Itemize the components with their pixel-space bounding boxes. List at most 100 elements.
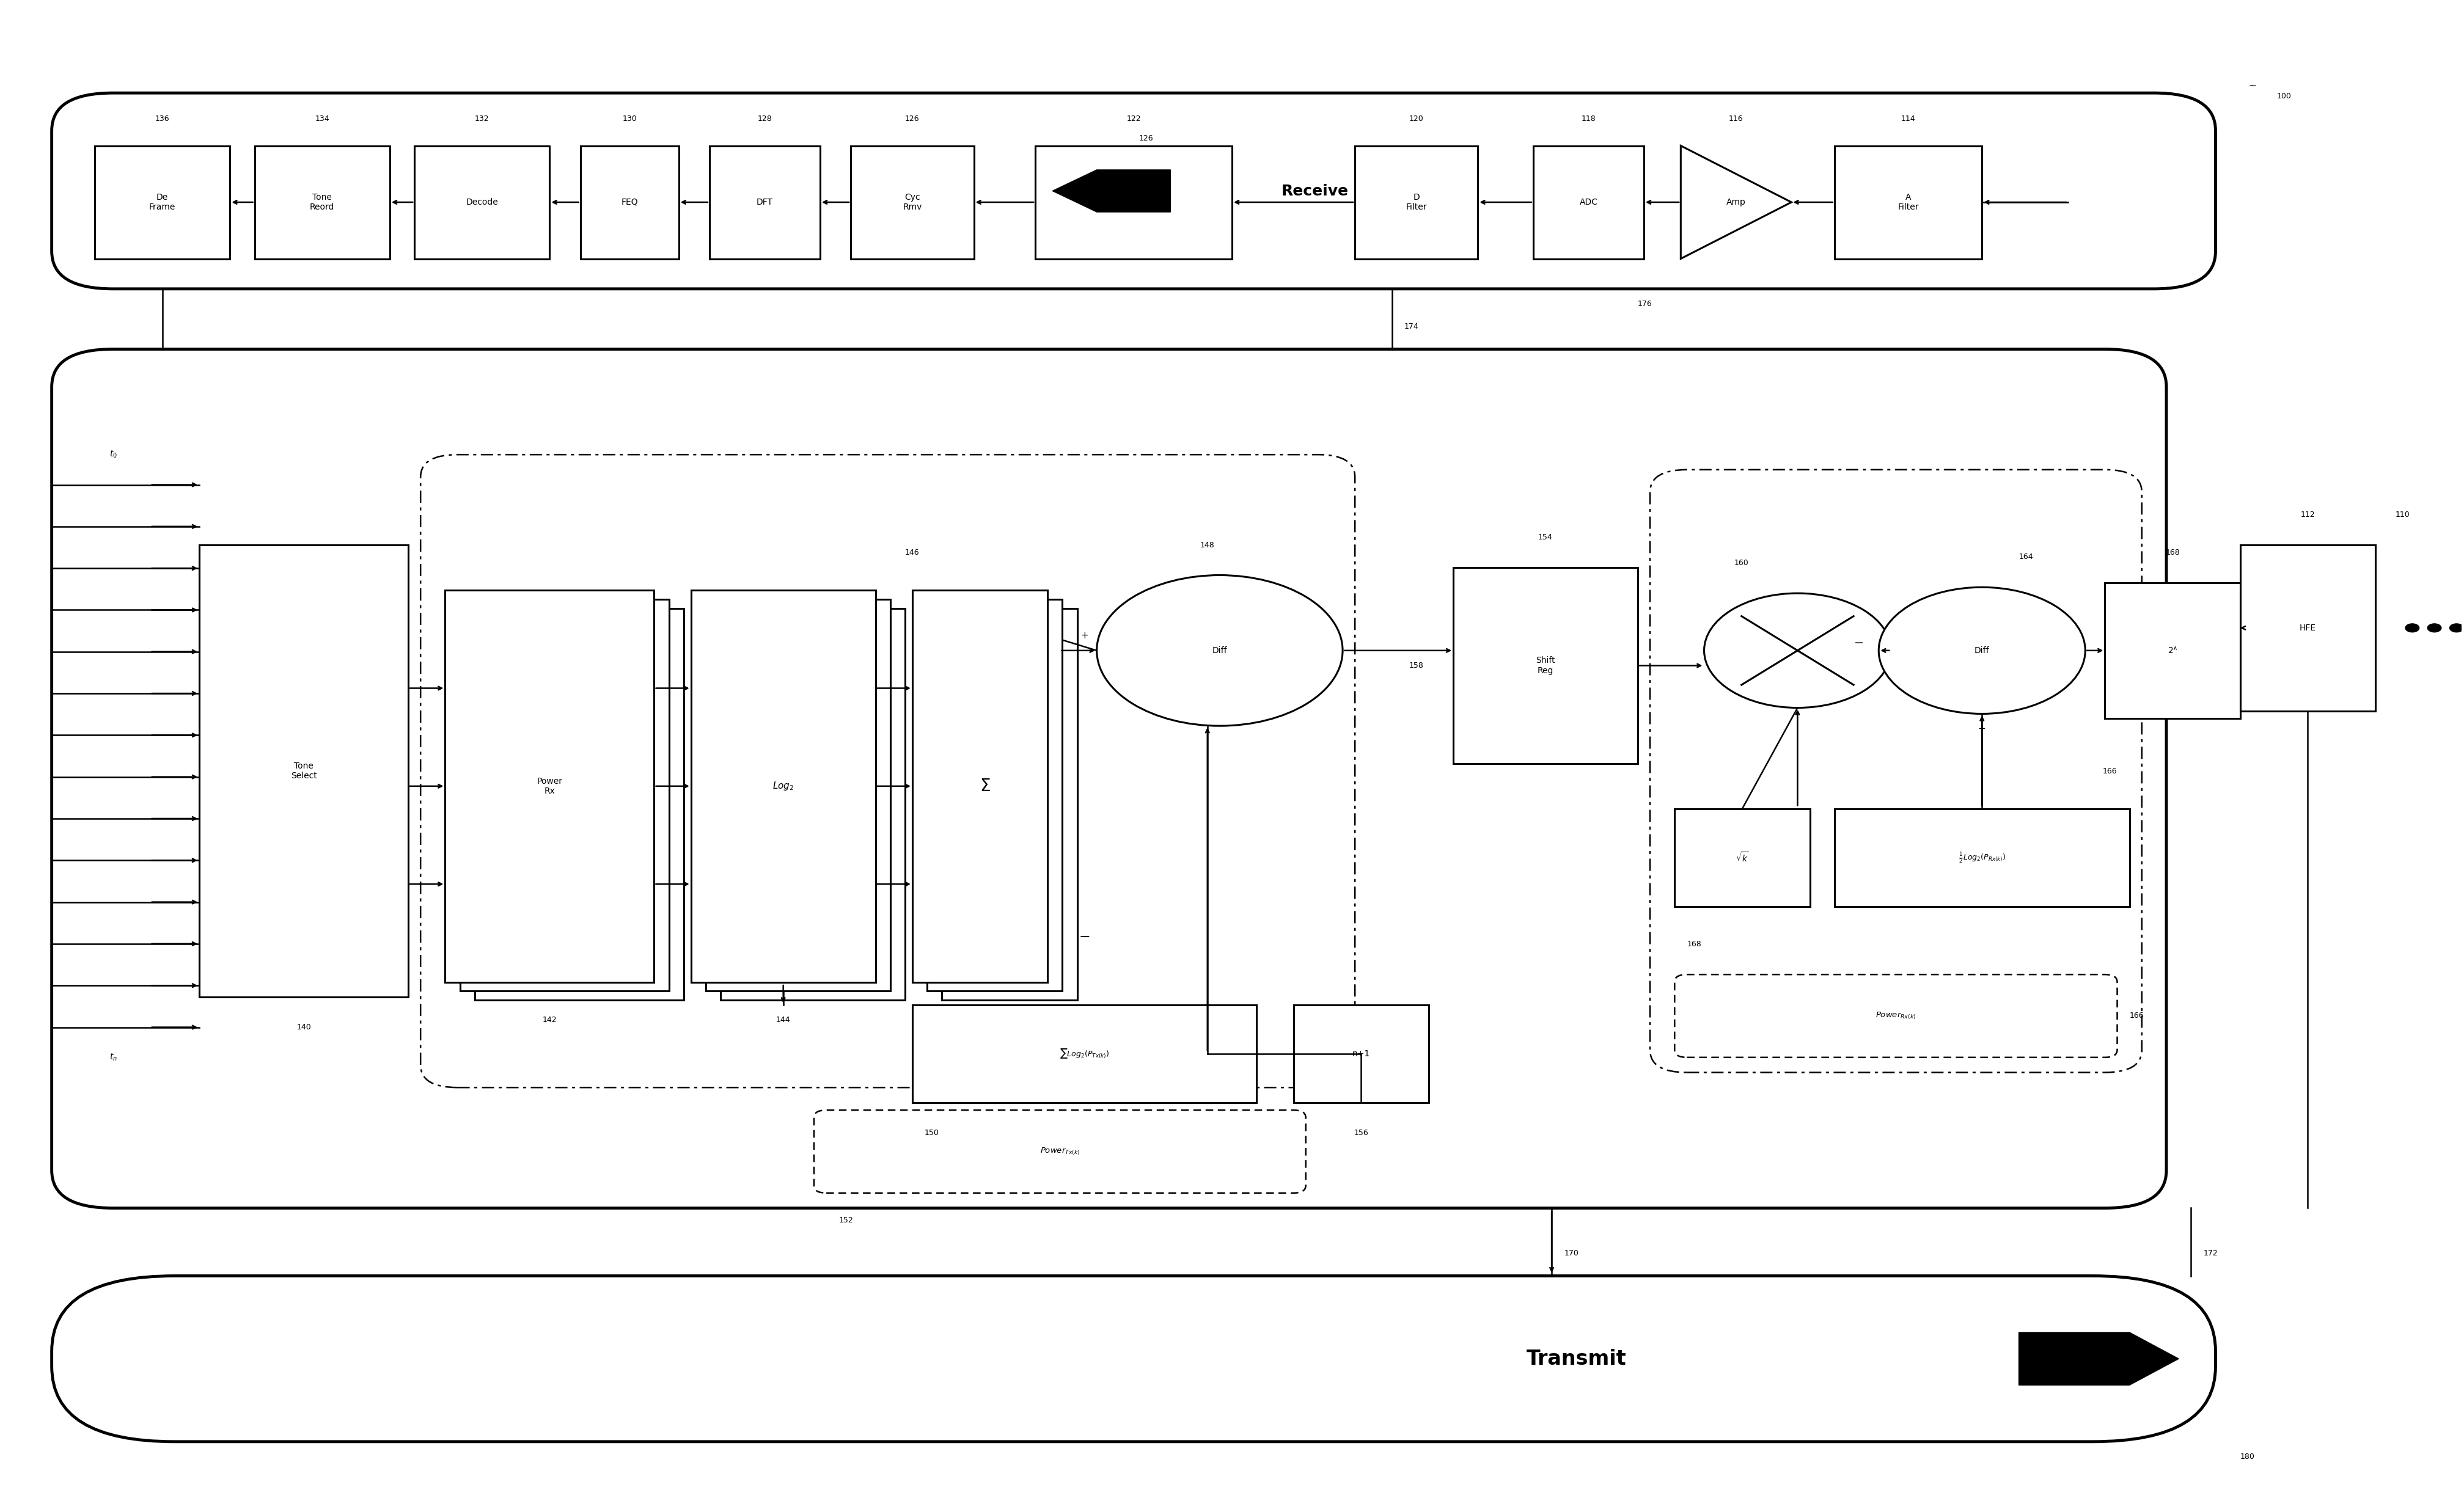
Text: Tone
Select: Tone Select [291, 762, 318, 780]
Text: 118: 118 [1582, 115, 1597, 122]
Text: 172: 172 [2203, 1249, 2218, 1258]
Bar [926, 599, 1062, 990]
Text: Tone
Reord: Tone Reord [310, 194, 335, 212]
Text: 174: 174 [1404, 322, 1419, 331]
Text: 114: 114 [1902, 115, 1915, 122]
FancyBboxPatch shape [421, 455, 1355, 1087]
FancyBboxPatch shape [813, 1110, 1306, 1193]
Bar [850, 145, 973, 259]
Text: ADC: ADC [1579, 198, 1597, 207]
Text: 158: 158 [1409, 662, 1424, 670]
Text: 110: 110 [2395, 511, 2410, 519]
Text: A
Filter: A Filter [1897, 194, 1919, 212]
Text: 112: 112 [2301, 511, 2316, 519]
Bar [1533, 145, 1643, 259]
Bar [446, 590, 653, 981]
Text: 160: 160 [1735, 559, 1749, 567]
Text: 120: 120 [1409, 115, 1424, 122]
Bar [476, 608, 683, 999]
Bar [705, 599, 890, 990]
Text: $t_n$: $t_n$ [108, 1052, 118, 1063]
Text: Decimator: Decimator [1111, 198, 1156, 207]
Text: Diff: Diff [1212, 646, 1227, 655]
Bar [461, 599, 668, 990]
Text: 170: 170 [1565, 1249, 1579, 1258]
Text: +: + [1979, 724, 1986, 733]
Text: Diff: Diff [1974, 646, 1988, 655]
Text: D
Filter: D Filter [1407, 194, 1427, 212]
Text: 136: 136 [155, 115, 170, 122]
Circle shape [2427, 623, 2442, 632]
Text: Decode: Decode [466, 198, 498, 207]
Bar [1833, 145, 1981, 259]
Text: $\sum Log_2(P_{Tx(k)})$: $\sum Log_2(P_{Tx(k)})$ [1060, 1048, 1109, 1060]
Text: 142: 142 [542, 1016, 557, 1024]
Text: 134: 134 [315, 115, 330, 122]
Text: 152: 152 [838, 1216, 853, 1225]
Text: Transmit: Transmit [1525, 1349, 1626, 1368]
Bar [1676, 809, 1811, 907]
Bar [1355, 145, 1478, 259]
Text: $Log_2$: $Log_2$ [774, 780, 793, 792]
Bar [200, 544, 409, 996]
Bar [1035, 145, 1232, 259]
Bar [94, 145, 229, 259]
Bar [582, 145, 678, 259]
Bar [941, 608, 1077, 999]
Text: 100: 100 [2277, 92, 2292, 100]
Text: De
Frame: De Frame [150, 194, 175, 212]
Text: $Power_{Tx(k)}$: $Power_{Tx(k)}$ [1040, 1146, 1079, 1157]
Text: 156: 156 [1353, 1129, 1368, 1137]
Circle shape [1878, 587, 2085, 714]
Bar [912, 1004, 1257, 1102]
Circle shape [2405, 623, 2420, 632]
Text: +: + [1082, 631, 1089, 640]
Text: 148: 148 [1200, 541, 1215, 549]
Text: $t_0$: $t_0$ [108, 449, 118, 460]
Text: 166: 166 [2129, 1012, 2144, 1021]
Text: ~: ~ [2250, 80, 2257, 91]
FancyBboxPatch shape [52, 92, 2215, 289]
Text: Shift
Reg: Shift Reg [1535, 656, 1555, 674]
Bar [1294, 1004, 1429, 1102]
Text: $\frac{1}{2}Log_2(P_{Rx(k)})$: $\frac{1}{2}Log_2(P_{Rx(k)})$ [1959, 851, 2006, 865]
Text: 176: 176 [1639, 299, 1653, 308]
Bar [710, 145, 821, 259]
Text: $2^{\wedge}$: $2^{\wedge}$ [2168, 646, 2178, 655]
Text: 166: 166 [2102, 767, 2117, 776]
Text: 180: 180 [2240, 1453, 2255, 1461]
Circle shape [1705, 593, 1890, 708]
Text: 132: 132 [476, 115, 490, 122]
Text: Amp: Amp [1727, 198, 1747, 207]
Text: 130: 130 [623, 115, 636, 122]
FancyArrow shape [1052, 169, 1170, 212]
Bar [2104, 582, 2240, 718]
Bar [1454, 567, 1639, 764]
Text: 140: 140 [296, 1024, 310, 1031]
Polygon shape [1680, 145, 1791, 259]
Bar [690, 590, 875, 981]
Text: $\sqrt{k}$: $\sqrt{k}$ [1735, 851, 1749, 863]
FancyBboxPatch shape [1676, 975, 2117, 1057]
Text: −: − [1853, 637, 1865, 649]
Text: 154: 154 [1538, 534, 1552, 541]
Text: 168: 168 [2166, 549, 2181, 556]
Text: 150: 150 [924, 1129, 939, 1137]
Text: 116: 116 [1730, 115, 1745, 122]
Text: $Power_{Rx(k)}$: $Power_{Rx(k)}$ [1875, 1012, 1917, 1021]
FancyBboxPatch shape [52, 349, 2166, 1208]
Bar [254, 145, 389, 259]
Text: 126: 126 [1138, 135, 1153, 142]
Text: Power
Rx: Power Rx [537, 777, 562, 795]
FancyBboxPatch shape [1651, 470, 2141, 1072]
Text: 122: 122 [1126, 115, 1141, 122]
Circle shape [2449, 623, 2464, 632]
Text: FEQ: FEQ [621, 198, 638, 207]
Text: 144: 144 [776, 1016, 791, 1024]
Text: HFE: HFE [2299, 623, 2316, 632]
Text: $\Sigma$: $\Sigma$ [981, 777, 991, 795]
Bar [2240, 544, 2375, 711]
FancyArrow shape [2018, 1332, 2178, 1385]
FancyBboxPatch shape [52, 1276, 2215, 1441]
Text: −: − [1079, 931, 1089, 943]
